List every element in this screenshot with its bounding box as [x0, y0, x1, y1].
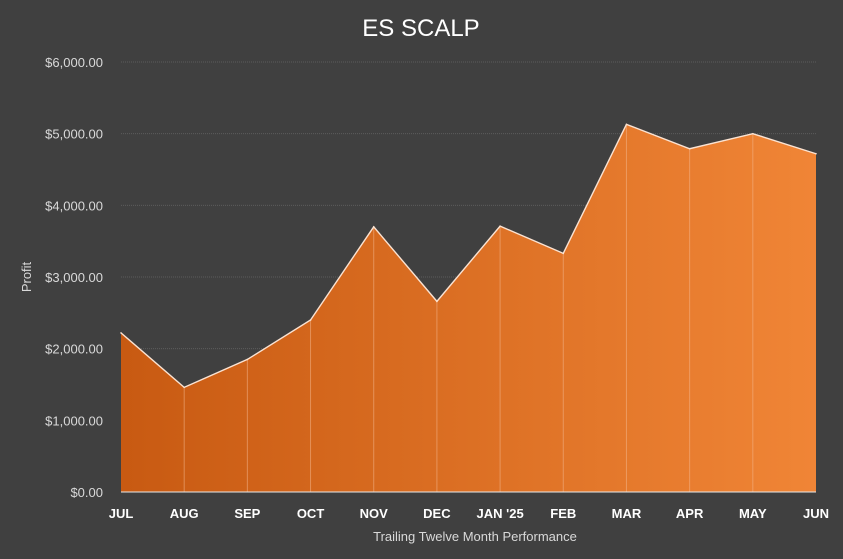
- chart-title: ES SCALP: [362, 15, 479, 42]
- data-point: [562, 252, 565, 255]
- x-tick-label: JAN '25: [477, 506, 524, 521]
- x-axis-ticks: JUL AUG SEP OCT NOV DEC JAN '25 FEB MAR APR MAY JUN: [109, 506, 829, 521]
- y-tick-label: $1,000.00: [45, 413, 103, 428]
- x-tick-label: AUG: [170, 506, 199, 521]
- y-tick-label: $6,000.00: [45, 55, 103, 70]
- y-tick-label: $3,000.00: [45, 270, 103, 285]
- data-point: [436, 300, 438, 303]
- x-tick-label: MAY: [739, 506, 767, 521]
- y-tick-label: $2,000.00: [45, 342, 103, 357]
- y-tick-label: $4,000.00: [45, 198, 103, 213]
- area-series: [120, 123, 817, 493]
- data-point: [309, 319, 312, 321]
- area-fill: [121, 124, 816, 492]
- area-line: [120, 123, 817, 389]
- data-point: [752, 132, 754, 135]
- data-point: [372, 226, 375, 228]
- x-tick-label: MAR: [612, 506, 642, 521]
- x-tick-label: JUL: [109, 506, 134, 521]
- x-tick-label: SEP: [234, 506, 260, 521]
- x-tick-label: DEC: [423, 506, 451, 521]
- data-point: [499, 225, 501, 227]
- data-point: [815, 152, 817, 155]
- y-tick-label: $5,000.00: [45, 127, 103, 142]
- y-axis-label: Profit: [19, 261, 34, 292]
- data-point: [688, 147, 691, 150]
- x-tick-label: FEB: [550, 506, 576, 521]
- x-tick-label: NOV: [360, 506, 389, 521]
- x-axis-label: Trailing Twelve Month Performance: [373, 529, 577, 544]
- data-point: [246, 358, 249, 361]
- data-point: [183, 386, 185, 389]
- y-axis-ticks: $0.00 $1,000.00 $2,000.00 $3,000.00 $4,000.0…: [45, 55, 103, 500]
- y-tick-label: $0.00: [70, 485, 103, 500]
- x-tick-label: JUN: [803, 506, 829, 521]
- data-point: [120, 332, 122, 334]
- data-point: [625, 123, 628, 126]
- x-tick-label: APR: [676, 506, 704, 521]
- x-tick-label: OCT: [297, 506, 325, 521]
